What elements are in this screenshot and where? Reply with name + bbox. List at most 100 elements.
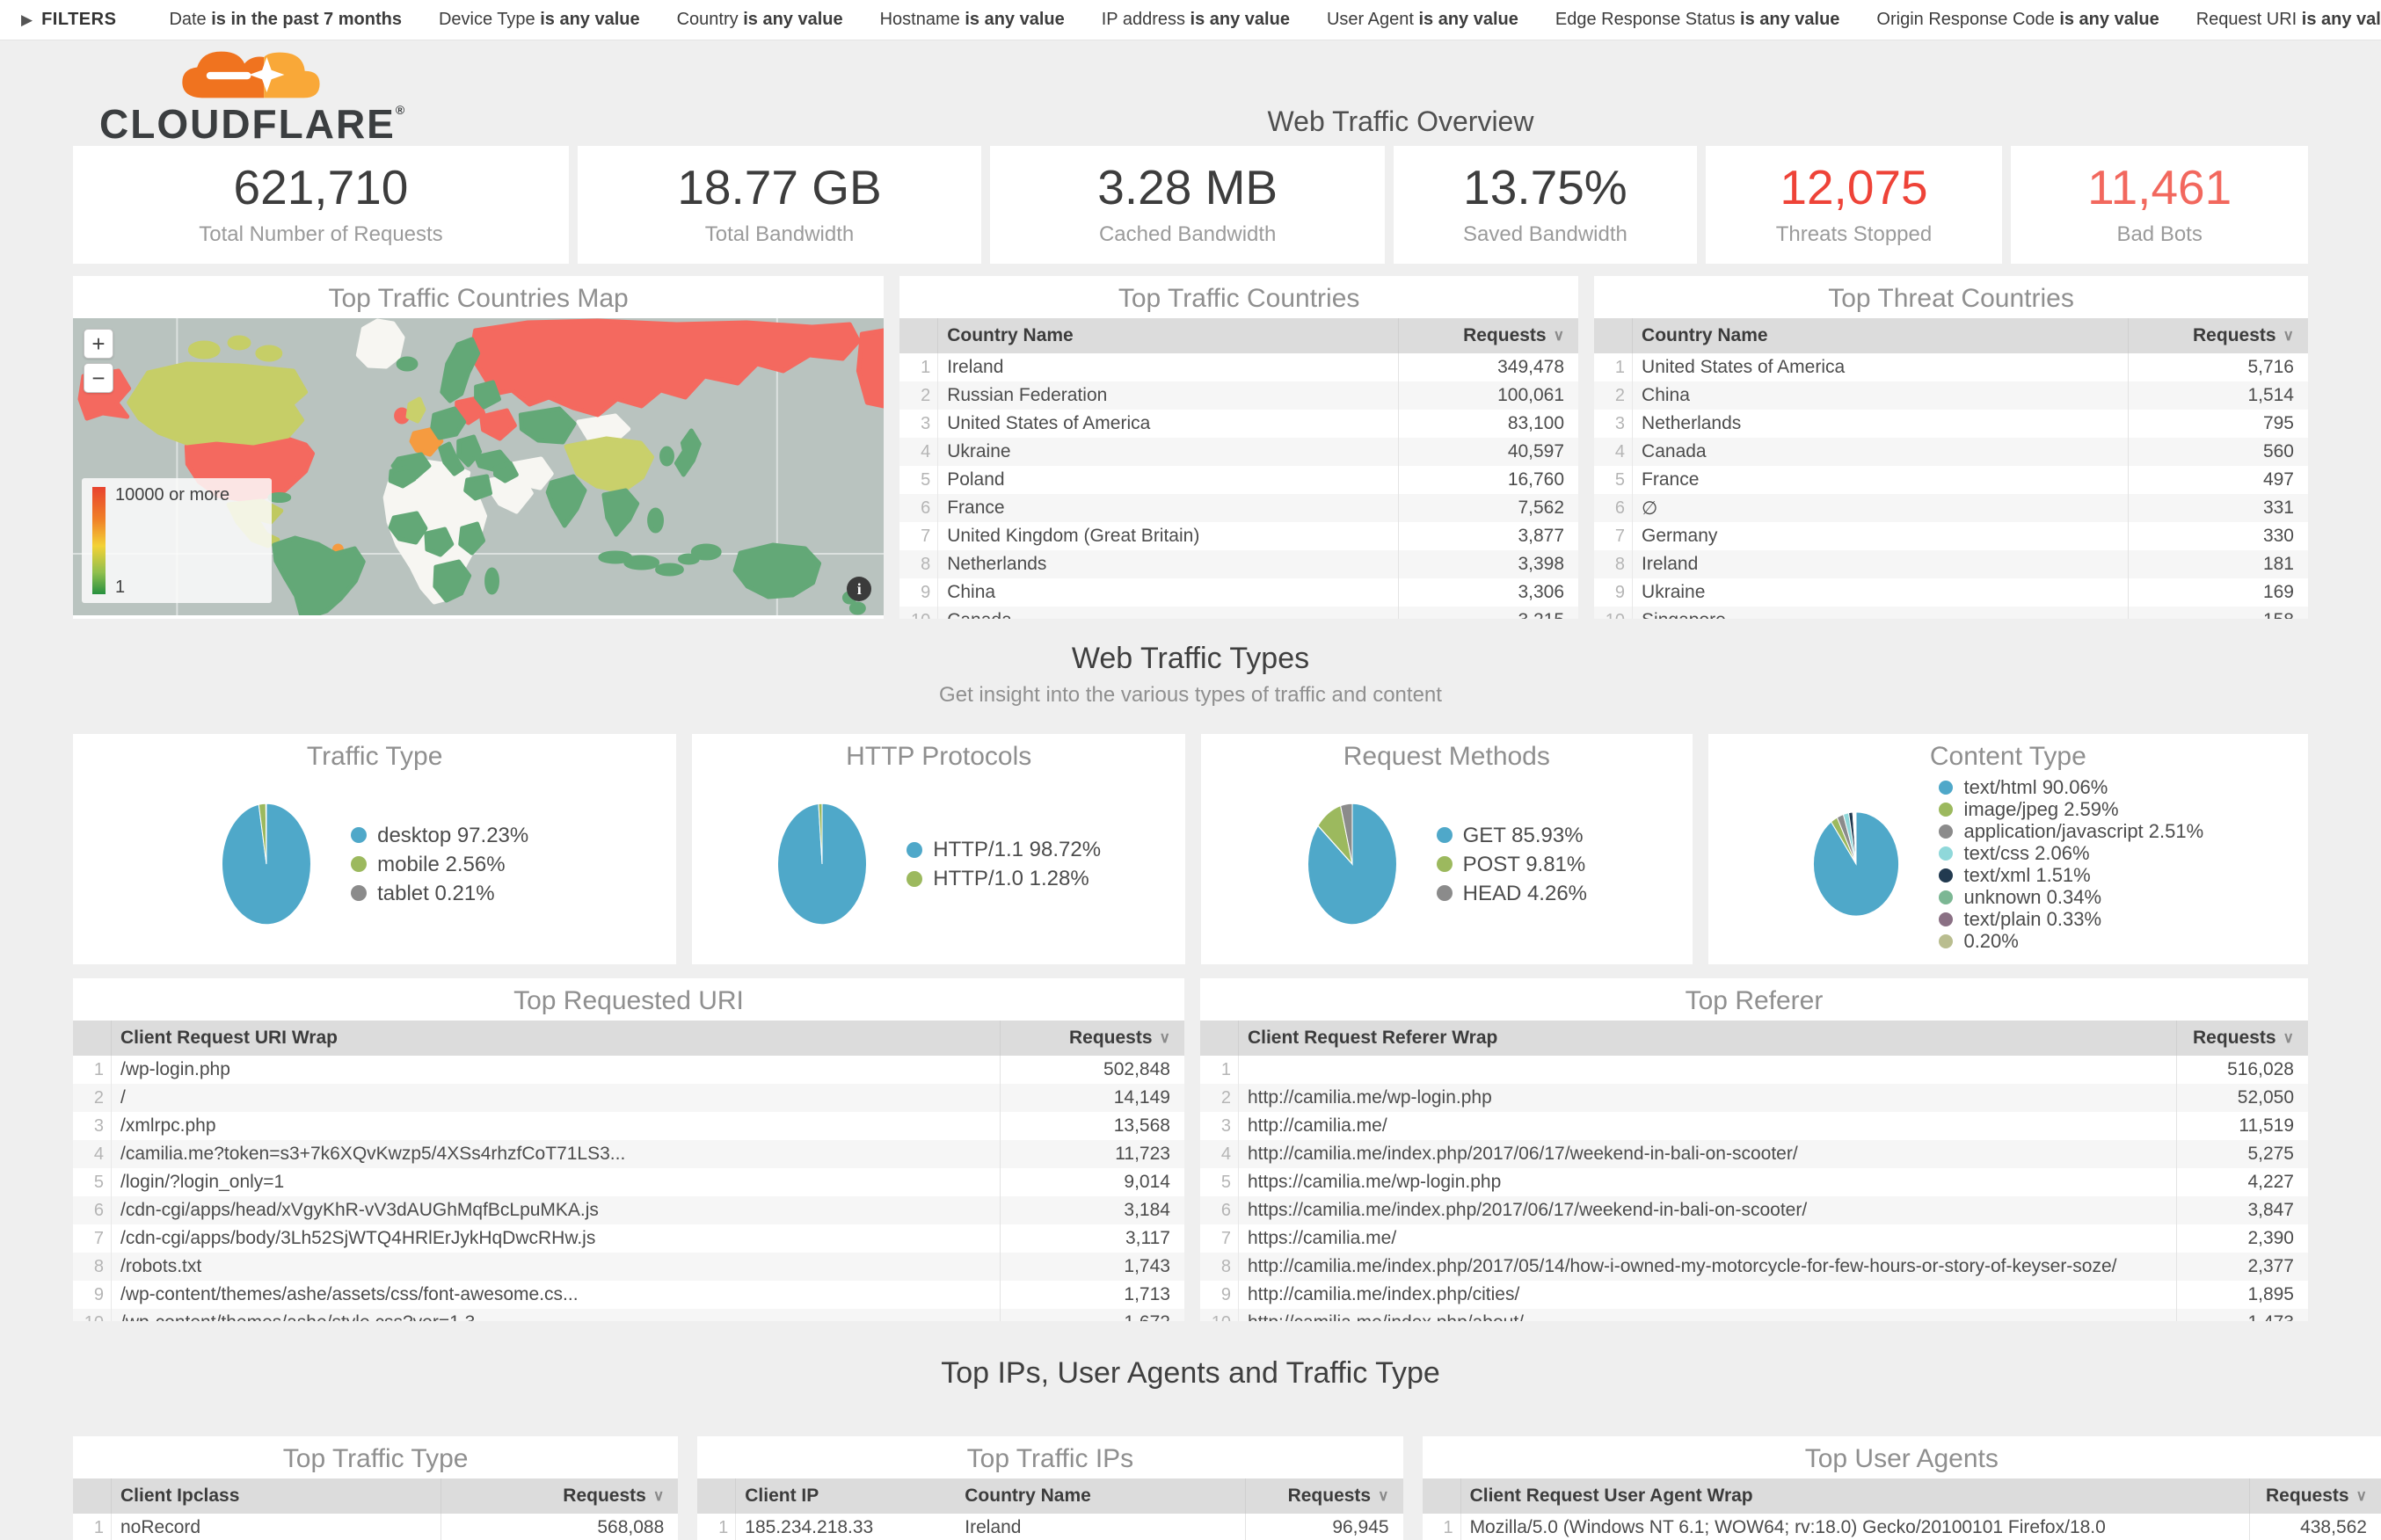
- table-row[interactable]: 5 France 497: [1594, 466, 2308, 494]
- filter-item[interactable]: Date is in the past 7 months: [169, 10, 402, 29]
- filters-expand-icon[interactable]: ▶: [21, 11, 33, 28]
- column-header-requests[interactable]: Requests ∨: [2176, 1021, 2308, 1056]
- table-row[interactable]: 1 Mozilla/5.0 (Windows NT 6.1; WOW64; rv:…: [1422, 1514, 2381, 1540]
- legend-item[interactable]: HEAD 4.26%: [1436, 879, 1587, 908]
- column-header-uri[interactable]: Client Request URI Wrap: [120, 1028, 338, 1048]
- table-row[interactable]: 3 United States of America 83,100: [899, 410, 1579, 438]
- table-row[interactable]: 3 http://camilia.me/11,519: [1199, 1112, 2308, 1140]
- column-header-country[interactable]: Country Name: [947, 325, 1074, 345]
- table-row[interactable]: 1 United States of America 5,716: [1594, 353, 2308, 381]
- table-row[interactable]: 7 https://camilia.me/2,390: [1199, 1224, 2308, 1253]
- filter-item[interactable]: Device Type is any value: [439, 10, 640, 29]
- table-row[interactable]: 9 http://camilia.me/index.php/cities/1,89…: [1199, 1281, 2308, 1309]
- traffic-type-pie-chart[interactable]: [221, 802, 312, 926]
- legend-item[interactable]: HTTP/1.1 98.72%: [907, 835, 1101, 864]
- map-zoom-in-button[interactable]: +: [84, 329, 113, 359]
- column-header-requests[interactable]: Requests ∨: [1398, 318, 1578, 353]
- table-row[interactable]: 4 Canada 560: [1594, 438, 2308, 466]
- table-row[interactable]: 6 ∅ 331: [1594, 494, 2308, 522]
- table-row[interactable]: 7 Germany 330: [1594, 522, 2308, 550]
- filter-item[interactable]: Origin Response Code is any value: [1876, 10, 2159, 29]
- column-header-client-ip[interactable]: Client IP: [745, 1486, 819, 1506]
- table-row[interactable]: 6/cdn-cgi/apps/head/xVgyKhR-vV3dAUGhMqfB…: [73, 1196, 1184, 1224]
- table-row[interactable]: 7/cdn-cgi/apps/body/3Lh52SjWTQ4HRlErJykH…: [73, 1224, 1184, 1253]
- table-row[interactable]: 8 http://camilia.me/index.php/2017/05/14/…: [1199, 1253, 2308, 1281]
- content-type-pie-chart[interactable]: [1812, 810, 1900, 918]
- legend-item[interactable]: text/css 2.06%: [1939, 842, 2203, 864]
- filter-item[interactable]: Request URI is any value: [2196, 10, 2381, 29]
- column-header-user-agent[interactable]: Client Request User Agent Wrap: [1469, 1486, 1753, 1506]
- table-row[interactable]: 8 Netherlands 3,398: [899, 550, 1579, 578]
- column-header-requests[interactable]: Requests ∨: [2249, 1478, 2381, 1514]
- request-methods-pie-chart[interactable]: [1307, 802, 1398, 926]
- table-row[interactable]: 10Singapore158: [1594, 607, 2308, 619]
- table-row[interactable]: 5 Poland 16,760: [899, 466, 1579, 494]
- map-info-icon[interactable]: i: [847, 577, 872, 601]
- table-row[interactable]: 6 https://camilia.me/index.php/2017/06/17…: [1199, 1196, 2308, 1224]
- legend-item[interactable]: GET 85.93%: [1436, 821, 1587, 850]
- legend-item[interactable]: image/jpeg 2.59%: [1939, 798, 2203, 820]
- requests-cell: 502,848: [999, 1056, 1184, 1084]
- legend-item[interactable]: 0.20%: [1939, 930, 2203, 952]
- table-row[interactable]: 2 http://camilia.me/wp-login.php 52,050: [1199, 1084, 2308, 1112]
- filter-item[interactable]: Edge Response Status is any value: [1555, 10, 1840, 29]
- table-row[interactable]: 8/robots.txt 1,743: [73, 1253, 1184, 1281]
- index-column-header: [1594, 318, 1634, 353]
- filter-item[interactable]: User Agent is any value: [1327, 10, 1518, 29]
- table-row[interactable]: 1/wp-login.php 502,848: [73, 1056, 1184, 1084]
- pie-slice-HEAD[interactable]: [1339, 803, 1353, 865]
- legend-item[interactable]: tablet 0.21%: [351, 879, 528, 908]
- column-header-referer[interactable]: Client Request Referer Wrap: [1247, 1028, 1498, 1048]
- table-row[interactable]: 4 http://camilia.me/index.php/2017/06/17/…: [1199, 1140, 2308, 1168]
- legend-item[interactable]: desktop 97.23%: [351, 821, 528, 850]
- table-row[interactable]: 2 China 1,514: [1594, 381, 2308, 410]
- table-row[interactable]: 4/camilia.me?token=s3+7k6XQvKwzp5/4XSs4r…: [73, 1140, 1184, 1168]
- column-header-country[interactable]: Country Name: [965, 1486, 1091, 1506]
- filter-item[interactable]: Country is any value: [677, 10, 843, 29]
- map-zoom-out-button[interactable]: −: [84, 363, 113, 393]
- legend-item[interactable]: mobile 2.56%: [351, 850, 528, 879]
- column-header-country[interactable]: Country Name: [1642, 325, 1768, 345]
- table-row[interactable]: 9 China 3,306: [899, 578, 1579, 607]
- pie-slice-other[interactable]: [1854, 811, 1857, 865]
- column-header-ipclass[interactable]: Client Ipclass: [120, 1486, 240, 1506]
- legend-item[interactable]: POST 9.81%: [1436, 850, 1587, 879]
- http-protocols-pie-chart[interactable]: [776, 802, 868, 926]
- column-header-requests[interactable]: Requests ∨: [1244, 1478, 1403, 1514]
- requests-cell: 11,519: [2176, 1112, 2308, 1140]
- table-row[interactable]: 5/login/?login_only=1 9,014: [73, 1168, 1184, 1196]
- requests-cell: 40,597: [1398, 438, 1578, 466]
- table-row[interactable]: 8 Ireland 181: [1594, 550, 2308, 578]
- table-row[interactable]: 10Canada3,215: [899, 607, 1579, 619]
- table-row[interactable]: 10http://camilia.me/index.php/about/1,47…: [1199, 1309, 2308, 1321]
- filter-item[interactable]: IP address is any value: [1102, 10, 1290, 29]
- table-row[interactable]: 1 Ireland 349,478: [899, 353, 1579, 381]
- column-header-requests[interactable]: Requests ∨: [441, 1478, 678, 1514]
- legend-item[interactable]: text/html 90.06%: [1939, 776, 2203, 798]
- legend-item[interactable]: unknown 0.34%: [1939, 886, 2203, 908]
- table-row[interactable]: 9 Ukraine 169: [1594, 578, 2308, 607]
- legend-item[interactable]: HTTP/1.0 1.28%: [907, 864, 1101, 893]
- table-row[interactable]: 6 France 7,562: [899, 494, 1579, 522]
- legend-item[interactable]: text/xml 1.51%: [1939, 864, 2203, 886]
- column-header-requests[interactable]: Requests ∨: [999, 1021, 1184, 1056]
- filter-item[interactable]: Hostname is any value: [880, 10, 1065, 29]
- table-row[interactable]: 2 Russian Federation 100,061: [899, 381, 1579, 410]
- table-row[interactable]: 2 / 14,149: [73, 1084, 1184, 1112]
- table-row[interactable]: 7 United Kingdom (Great Britain) 3,877: [899, 522, 1579, 550]
- legend-item[interactable]: text/plain 0.33%: [1939, 908, 2203, 930]
- row-index: 1: [73, 1056, 112, 1084]
- table-row[interactable]: 3/xmlrpc.php 13,568: [73, 1112, 1184, 1140]
- table-row[interactable]: 3 Netherlands 795: [1594, 410, 2308, 438]
- legend-item[interactable]: application/javascript 2.51%: [1939, 820, 2203, 842]
- table-row[interactable]: 10/wp-content/themes/ashe/style.css?ver=…: [73, 1309, 1184, 1321]
- table-row[interactable]: 5 https://camilia.me/wp-login.php 4,227: [1199, 1168, 2308, 1196]
- pie-slice-HTTP/1.0[interactable]: [818, 803, 823, 865]
- table-row[interactable]: 9/wp-content/themes/ashe/assets/css/font…: [73, 1281, 1184, 1309]
- world-map[interactable]: + − 10000 or more 1 i: [73, 318, 885, 615]
- table-row[interactable]: 1 516,028: [1199, 1056, 2308, 1084]
- table-row[interactable]: 4 Ukraine 40,597: [899, 438, 1579, 466]
- table-row[interactable]: 1 noRecord 568,088: [73, 1514, 679, 1540]
- table-row[interactable]: 1 185.234.218.33 Ireland 96,945: [697, 1514, 1403, 1540]
- column-header-requests[interactable]: Requests ∨: [2128, 318, 2308, 353]
